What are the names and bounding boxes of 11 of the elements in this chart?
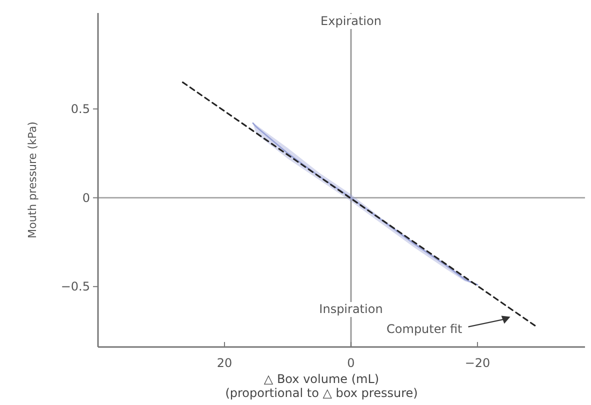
y-tick-label: 0 xyxy=(82,190,90,205)
y-axis-title: Mouth pressure (kPa) xyxy=(26,122,39,238)
x-axis-title: △ Box volume (mL) (proportional to △ box pressure) xyxy=(225,372,418,400)
y-tick-label: 0.5 xyxy=(70,102,90,116)
annotation: Expiration xyxy=(320,14,382,28)
y-tick-label: −0.5 xyxy=(60,280,90,294)
x-tick-label: 20 xyxy=(216,356,232,370)
annotation: Inspiration xyxy=(319,302,383,316)
x-tick-label: −20 xyxy=(464,356,490,370)
annotation: Computer fit xyxy=(386,322,463,336)
x-tick-label: 0 xyxy=(347,356,355,370)
